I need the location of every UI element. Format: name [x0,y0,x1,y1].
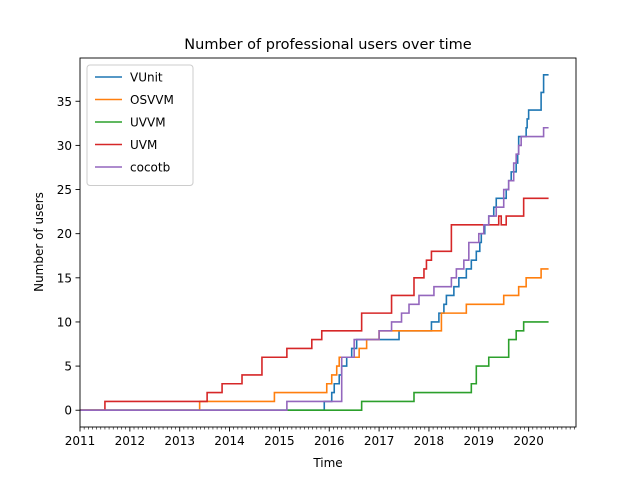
legend-label-vunit: VUnit [130,71,163,85]
x-axis: 2011 2012 2013 2014 2015 2016 2017 2018 2019 2020 [65,427,575,448]
legend: VUnit OSVVM UVVM UVM cocotb [86,64,194,186]
x-tick-label: 2018 [414,434,445,448]
y-tick-label: 25 [57,183,72,197]
x-tick-label: 2020 [513,434,544,448]
y-tick-label: 0 [64,404,72,418]
legend-label-osvvm: OSVVM [130,93,174,107]
y-tick-label: 10 [57,315,72,329]
y-axis: 0 5 10 15 20 25 30 35 [57,95,80,418]
series-line-uvvm [80,321,549,412]
y-tick-label: 15 [57,271,72,285]
x-tick-label: 2014 [214,434,245,448]
y-axis-label: Number of users [32,192,46,292]
y-tick-label: 20 [57,227,72,241]
legend-label-uvm: UVM [130,138,157,152]
series-line-osvvm [80,268,549,412]
x-tick-label: 2011 [65,434,96,448]
x-tick-label: 2012 [115,434,146,448]
x-tick-label: 2015 [264,434,295,448]
chart-title: Number of professional users over time [184,37,471,53]
legend-box [86,64,194,186]
y-tick-label: 35 [57,95,72,109]
legend-label-cocotb: cocotb [130,161,170,175]
series-line-uvm [80,197,549,412]
x-tick-label: 2017 [364,434,395,448]
x-tick-label: 2016 [314,434,345,448]
series-line-cocotb [80,126,549,412]
x-tick-label: 2019 [464,434,495,448]
y-tick-label: 5 [64,360,72,374]
y-tick-label: 30 [57,139,72,153]
axes-frame [79,57,577,428]
legend-label-uvvm: UVVM [130,116,166,130]
x-axis-label: Time [312,456,342,470]
plot-area [79,57,577,428]
x-tick-label: 2013 [164,434,195,448]
